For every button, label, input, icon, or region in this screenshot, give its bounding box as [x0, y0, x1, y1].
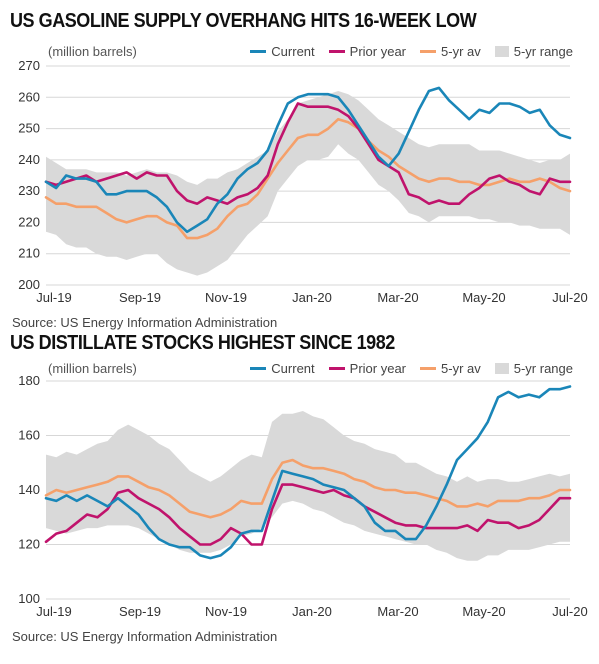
y-tick-label: 180 [18, 373, 40, 388]
x-tick-label: Mar-20 [377, 290, 418, 305]
y-tick-label: 240 [18, 152, 40, 167]
x-tick-label: Mar-20 [377, 604, 418, 619]
x-tick-label: Jan-20 [292, 290, 332, 305]
legend-label: 5-yr av [441, 361, 481, 376]
series-prior-year-line [44, 483, 572, 546]
legend-label: Current [271, 44, 315, 59]
chart-title: US DISTILLATE STOCKS HIGHEST SINCE 1982 [10, 332, 395, 354]
y-tick-label: 260 [18, 89, 40, 104]
legend-label: Current [271, 361, 315, 376]
series-current-line [44, 385, 572, 560]
series-5yr-range-band [46, 91, 570, 276]
unit-label: (million barrels) [48, 44, 137, 59]
legend-item-prior-year: Prior year [328, 361, 407, 376]
y-tick-label: 250 [18, 121, 40, 136]
x-tick-label: Sep-19 [119, 290, 161, 305]
x-tick-label: Jul-19 [36, 290, 71, 305]
y-tick-label: 270 [18, 58, 40, 73]
legend-label: 5-yr range [513, 44, 573, 59]
x-tick-label: Jan-20 [292, 604, 332, 619]
x-tick-label: Sep-19 [119, 604, 161, 619]
chart-title: US GASOLINE SUPPLY OVERHANG HITS 16-WEEK… [10, 10, 477, 32]
x-tick-label: Jul-20 [552, 290, 587, 305]
series-prior-year-line [44, 102, 572, 205]
y-tick-label: 100 [18, 591, 40, 606]
source-note: Source: US Energy Information Administra… [12, 315, 278, 330]
legend-item-prior-year: Prior year [328, 44, 407, 59]
legend-label: Prior year [349, 44, 407, 59]
series-current-line [44, 86, 572, 234]
unit-label: (million barrels) [48, 361, 137, 376]
legend-label: 5-yr range [513, 361, 573, 376]
y-tick-label: 160 [18, 428, 40, 443]
distillate-chart-plot: 100 120 140 160 180 Jul-19 Sep-19 Nov-19 Jan-20 M… [18, 373, 587, 619]
legend: Current Prior year 5-yr av 5-yr range [250, 361, 573, 376]
distillate-chart-panel: US DISTILLATE STOCKS HIGHEST SINCE 1982 … [0, 332, 599, 664]
x-tick-label: Nov-19 [205, 290, 247, 305]
series-5yr-range-band [46, 411, 570, 561]
y-tick-label: 120 [18, 537, 40, 552]
legend-item-5yr-range: 5-yr range [494, 44, 573, 59]
legend-label: Prior year [349, 361, 407, 376]
legend-item-5yr-av: 5-yr av [420, 44, 481, 59]
legend-item-current: Current [250, 44, 315, 59]
legend-label: 5-yr av [441, 44, 481, 59]
x-tick-label: Jul-19 [36, 604, 71, 619]
x-tick-label: May-20 [462, 290, 505, 305]
y-tick-label: 220 [18, 214, 40, 229]
gasoline-chart-plot: 200 210 220 230 240 250 260 270 Jul-19 Sep-19 Nov-… [18, 58, 587, 305]
legend-item-5yr-range: 5-yr range [494, 361, 573, 376]
y-tick-label: 140 [18, 482, 40, 497]
x-tick-label: Jul-20 [552, 604, 587, 619]
series-5yr-av-line [44, 458, 572, 519]
y-tick-label: 200 [18, 277, 40, 292]
x-tick-label: Nov-19 [205, 604, 247, 619]
y-tick-label: 230 [18, 183, 40, 198]
gasoline-chart-panel: US GASOLINE SUPPLY OVERHANG HITS 16-WEEK… [10, 10, 588, 330]
source-note: Source: US Energy Information Administra… [12, 629, 278, 644]
legend: Current Prior year 5-yr av 5-yr range [250, 44, 573, 59]
y-tick-label: 210 [18, 246, 40, 261]
legend-item-current: Current [250, 361, 315, 376]
x-tick-label: May-20 [462, 604, 505, 619]
legend-item-5yr-av: 5-yr av [420, 361, 481, 376]
